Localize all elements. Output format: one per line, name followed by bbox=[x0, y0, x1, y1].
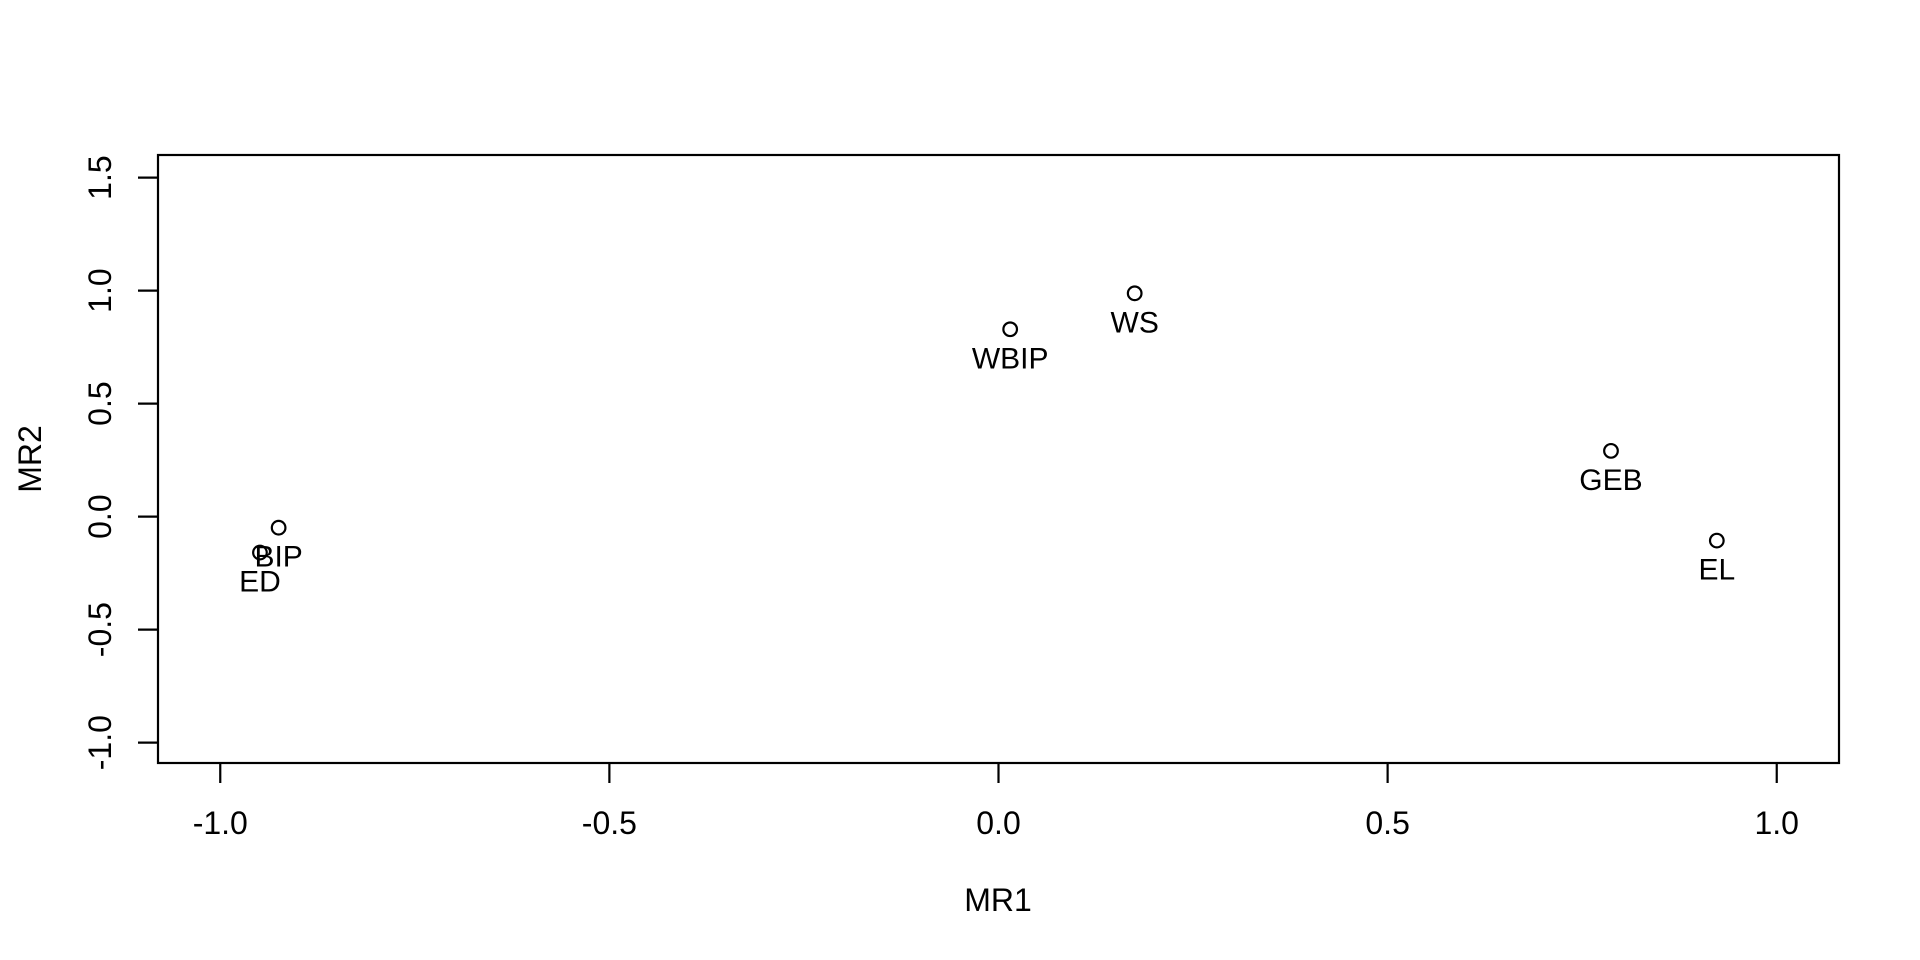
data-point bbox=[252, 544, 268, 561]
data-point bbox=[1002, 321, 1019, 338]
y-axis-tick-label: 0.5 bbox=[82, 381, 118, 425]
plot-contents: -1.0 -0.5 0.0 0.5 1.0 -1.0 -0.5 0.0 0.5 1.0 1.5 EDB… bbox=[82, 155, 1799, 841]
plot-frame bbox=[156, 153, 1841, 765]
x-axis-tick-label: 0.5 bbox=[1365, 805, 1409, 841]
data-point bbox=[1708, 532, 1725, 549]
point-label: EL bbox=[1698, 554, 1735, 587]
x-axis-title: MR1 bbox=[964, 882, 1032, 918]
y-axis-tick-label: 1.0 bbox=[82, 268, 118, 312]
x-axis-tick-label: 1.0 bbox=[1754, 805, 1798, 841]
x-axis-tick-label: 0.0 bbox=[976, 805, 1020, 841]
y-axis-tick-label: 0.0 bbox=[82, 494, 118, 538]
x-axis-tick-label: -0.5 bbox=[582, 805, 637, 841]
point-label: GEB bbox=[1579, 464, 1642, 497]
x-axis-tick-label: -1.0 bbox=[193, 805, 248, 841]
data-point bbox=[1603, 442, 1619, 459]
data-point bbox=[270, 519, 287, 536]
y-axis-tick-label: -0.5 bbox=[82, 602, 118, 657]
point-label: WS bbox=[1111, 306, 1159, 339]
data-point bbox=[1126, 285, 1143, 302]
y-axis-tick-label: -1.0 bbox=[82, 715, 118, 770]
point-label: BIP bbox=[254, 541, 302, 574]
y-axis-title: MR2 bbox=[12, 425, 48, 493]
point-label: WBIP bbox=[972, 342, 1049, 375]
point-label: ED bbox=[239, 566, 281, 599]
y-axis-tick-label: 1.5 bbox=[82, 155, 118, 199]
